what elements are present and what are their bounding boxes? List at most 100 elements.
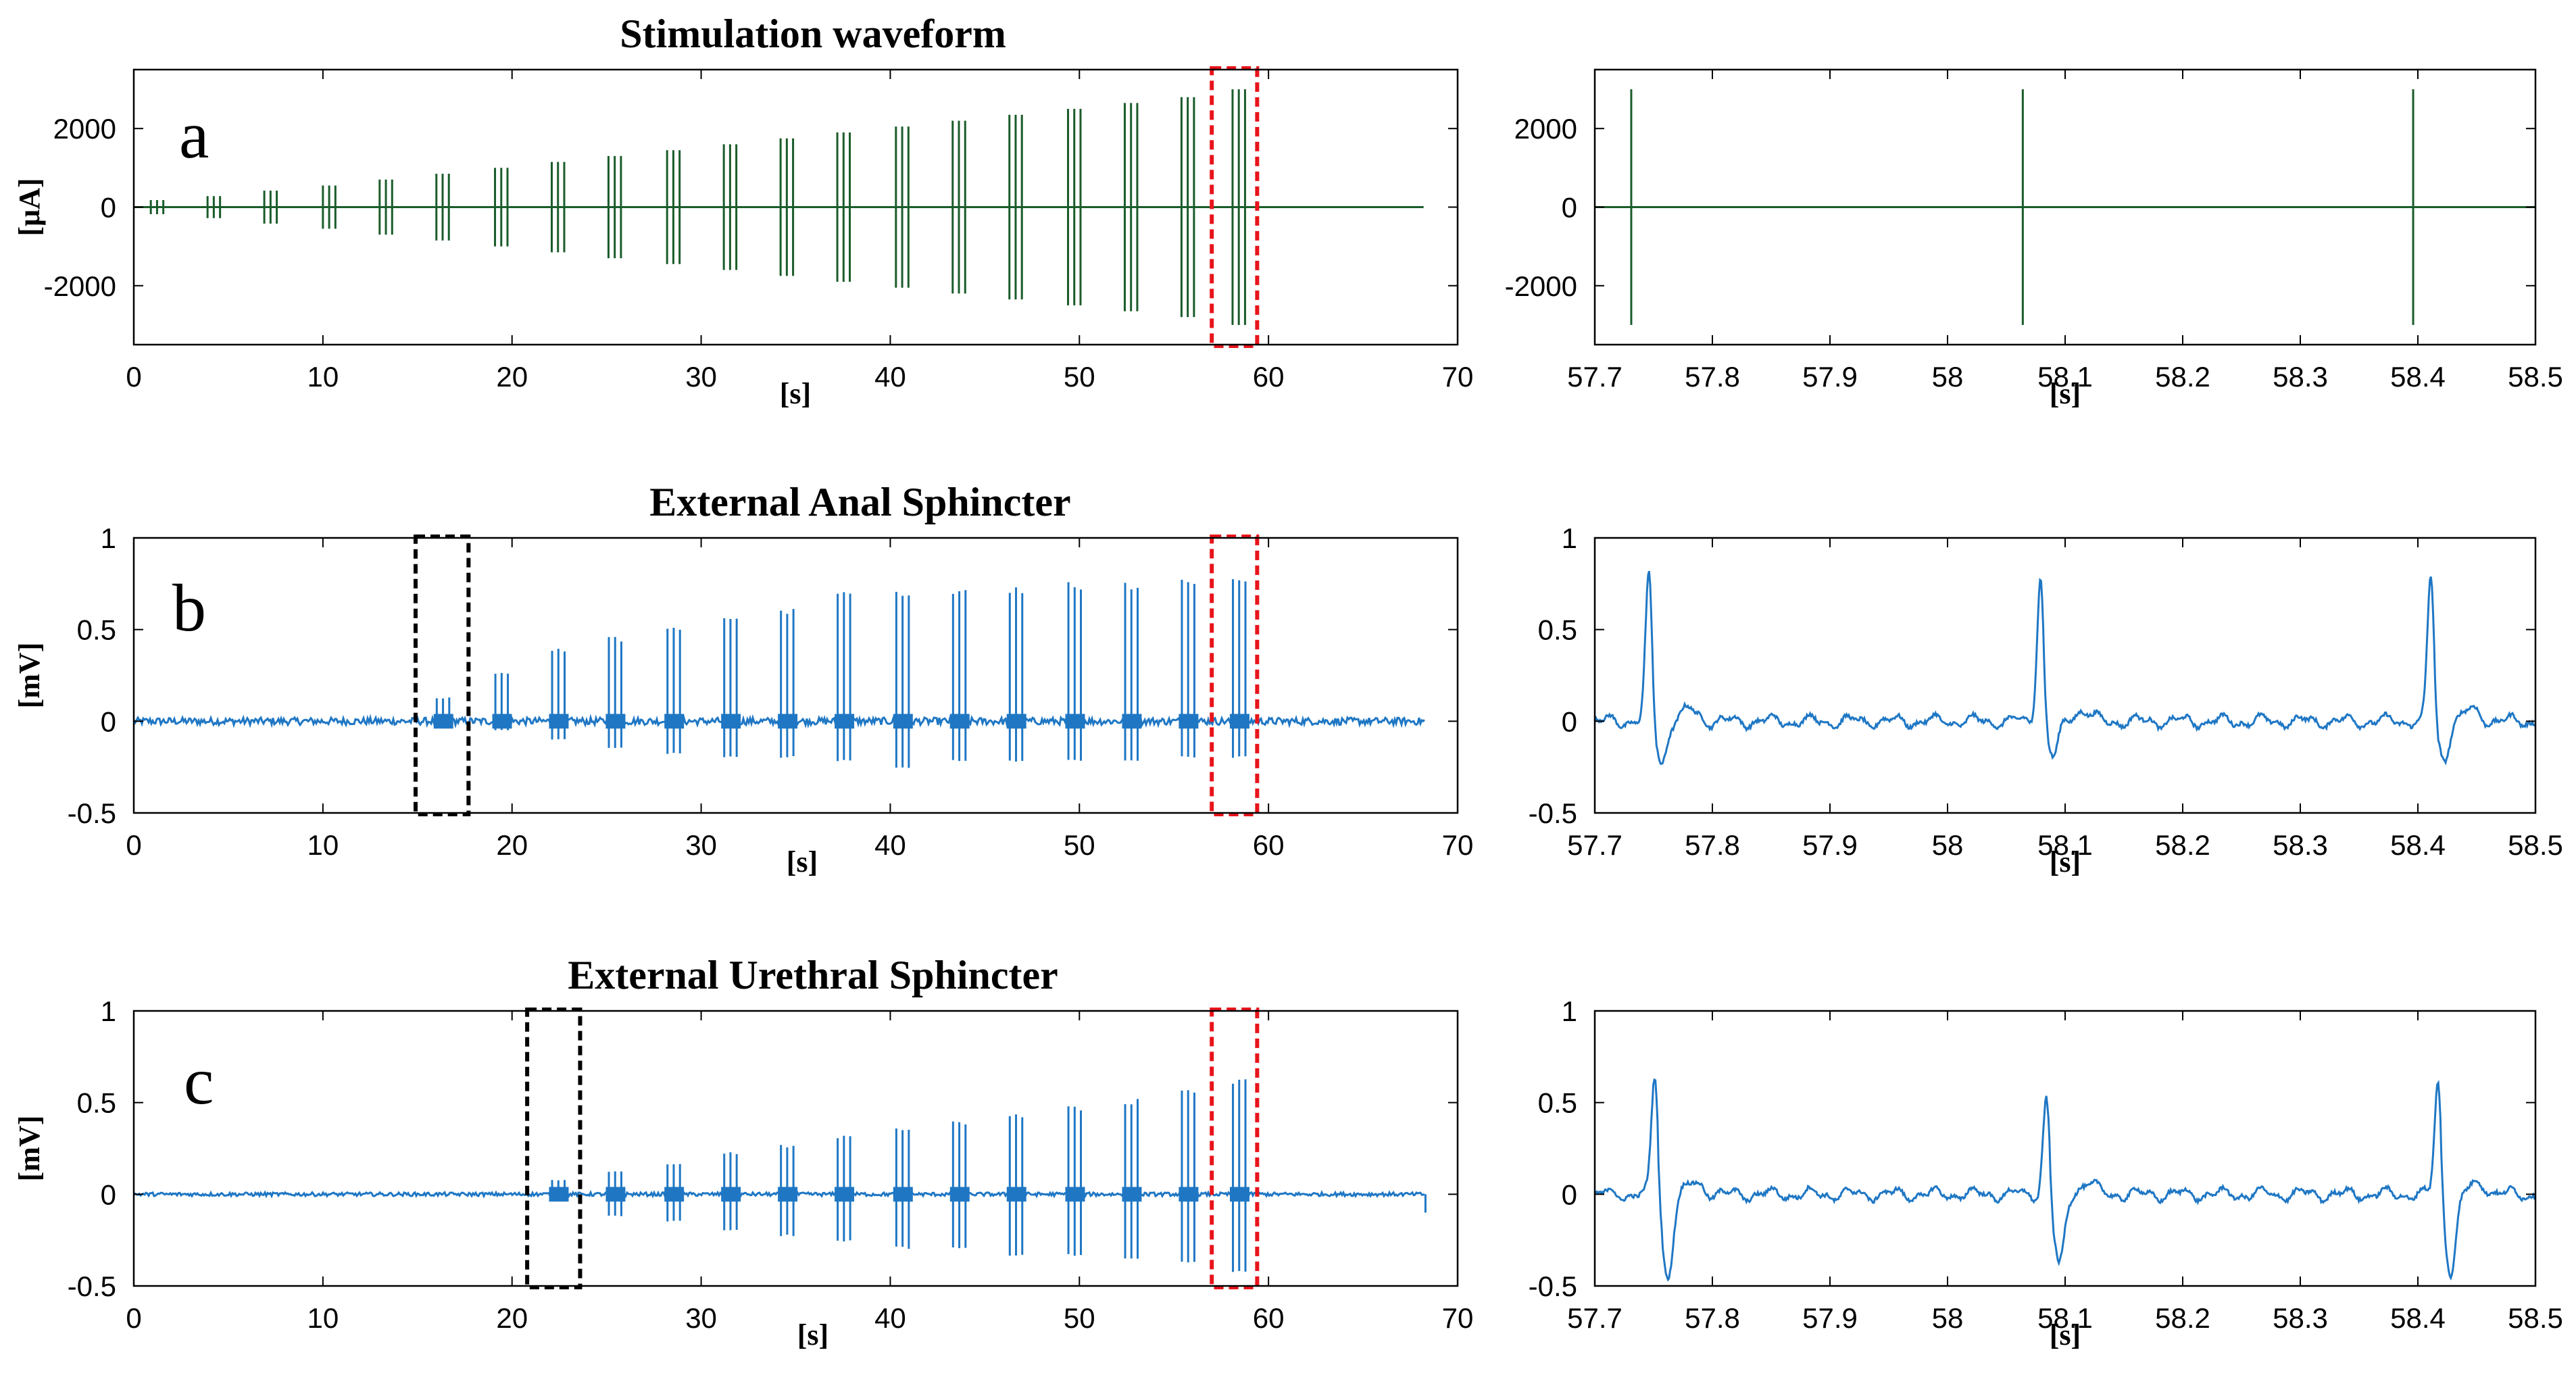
data-layer — [134, 89, 1424, 325]
emg-burst-noise — [1229, 1187, 1249, 1202]
x-tick-label: 58.4 — [2390, 361, 2446, 393]
x-tick-label: 70 — [1442, 829, 1474, 861]
x-tick-label: 58.4 — [2390, 829, 2446, 861]
y-tick-label: 0 — [1562, 1178, 1577, 1210]
y-tick-label: -0.5 — [68, 797, 116, 829]
x-axis-label: [s] — [797, 1318, 828, 1351]
emg-burst-noise — [605, 1187, 626, 1202]
y-tick-label: 1 — [101, 995, 116, 1027]
x-tick-label: 57.7 — [1567, 361, 1623, 393]
x-tick-label: 58.4 — [2390, 1302, 2446, 1334]
axes-frame — [132, 1010, 1459, 1287]
x-tick-label: 10 — [307, 829, 339, 861]
x-tick-label: 58 — [1932, 1302, 1964, 1334]
x-tick-label: 58.3 — [2273, 1302, 2328, 1334]
axes-frame — [1593, 537, 2537, 814]
emg-burst-noise — [664, 714, 685, 729]
x-tick-label: 58.5 — [2508, 361, 2563, 393]
x-tick-label: 70 — [1442, 1302, 1474, 1334]
highlight-box — [413, 535, 471, 816]
emg-burst-noise — [1122, 1187, 1142, 1202]
y-tick-label: -0.5 — [1529, 1270, 1577, 1302]
x-tick-label: 0 — [126, 829, 141, 861]
x-tick-label: 30 — [685, 829, 717, 861]
x-tick-label: 0 — [126, 1302, 141, 1334]
x-axis-label: [s] — [2050, 845, 2081, 878]
chart-title: Stimulation waveform — [620, 11, 1006, 56]
y-tick-label: 2000 — [53, 113, 116, 145]
x-tick-label: 20 — [496, 1302, 528, 1334]
emg-burst-noise — [1065, 1187, 1085, 1202]
x-tick-label: 30 — [685, 361, 717, 393]
x-tick-label: 30 — [685, 1302, 717, 1334]
chart-title: External Urethral Sphincter — [568, 953, 1058, 997]
axes-frame — [1593, 1010, 2537, 1287]
chart-title: External Anal Sphincter — [649, 480, 1070, 524]
x-axis-label: [s] — [780, 377, 811, 410]
panel-b: 0 10 20 30 40 50 60 70 1 0.5 0 -0.5 [s] [mV] External … — [13, 480, 1473, 878]
emg-burst-noise — [835, 714, 855, 729]
emg-burst-noise — [1006, 714, 1026, 729]
y-tick-label: 0 — [101, 192, 116, 224]
panel-letter: c — [184, 1043, 214, 1118]
data-layer — [134, 1079, 1427, 1272]
x-axis-label: [s] — [2050, 1318, 2081, 1351]
emg-zoom-trace — [1595, 570, 2535, 766]
emg-burst-noise — [664, 1187, 685, 1202]
x-tick-label: 58.2 — [2155, 1302, 2210, 1334]
data-layer — [1595, 1078, 2535, 1282]
emg-burst-noise — [721, 714, 741, 729]
y-tick-label: 1 — [101, 522, 116, 554]
x-tick-label: 50 — [1064, 361, 1095, 393]
y-tick-label: 1 — [1562, 522, 1577, 554]
y-tick-label: 0 — [1562, 705, 1577, 737]
panel-c: 0 10 20 30 40 50 60 70 1 0.5 0 -0.5 [s] [mV] External … — [13, 953, 1473, 1351]
emg-zoom-trace — [1595, 1078, 2535, 1282]
data-layer — [134, 579, 1425, 768]
x-tick-label: 58.1 — [2037, 1302, 2093, 1334]
panel-a-zoom: 57.7 57.8 57.9 58 58.1 58.2 58.3 58.4 58.5 2000 0 -… — [1505, 68, 2563, 410]
y-tick-label: 2000 — [1514, 113, 1577, 145]
x-tick-label: 57.9 — [1802, 1302, 1858, 1334]
emg-burst-noise — [605, 714, 626, 729]
x-tick-label: 58.2 — [2155, 361, 2210, 393]
highlight-box — [1210, 66, 1260, 348]
x-tick-label: 58 — [1932, 829, 1964, 861]
y-tick-label: 1 — [1562, 995, 1577, 1027]
x-axis-label: [s] — [2050, 377, 2081, 410]
panel-c-zoom: 57.7 57.8 57.9 58 58.1 58.2 58.3 58.4 58.5 1 0.5 0 -… — [1529, 995, 2563, 1351]
y-tick-label: -0.5 — [1529, 797, 1577, 829]
x-tick-label: 10 — [307, 1302, 339, 1334]
data-layer — [1595, 89, 2535, 325]
highlight-box — [1210, 1008, 1260, 1289]
x-tick-label: 50 — [1064, 1302, 1095, 1334]
y-axis-label: [μA] — [13, 178, 46, 236]
x-tick-label: 58.2 — [2155, 829, 2210, 861]
x-tick-label: 57.8 — [1685, 1302, 1740, 1334]
emg-burst-noise — [893, 714, 913, 729]
y-tick-label: 0.5 — [1538, 614, 1577, 646]
emg-burst-noise — [893, 1187, 913, 1202]
emg-burst-noise — [835, 1187, 855, 1202]
x-tick-label: 57.7 — [1567, 1302, 1623, 1334]
emg-burst-noise — [949, 714, 970, 729]
x-tick-label: 57.8 — [1685, 361, 1740, 393]
y-axis-label: [mV] — [13, 1116, 46, 1182]
x-tick-label: 57.9 — [1802, 361, 1858, 393]
emg-burst-noise — [1229, 714, 1249, 729]
y-tick-label: -0.5 — [68, 1270, 116, 1302]
y-tick-label: -2000 — [1505, 270, 1577, 302]
x-tick-label: 60 — [1253, 361, 1285, 393]
emg-burst-noise — [1065, 714, 1085, 729]
x-tick-label: 20 — [496, 361, 528, 393]
emg-burst-noise — [1122, 714, 1142, 729]
highlight-box — [525, 1008, 583, 1289]
y-axis-label: [mV] — [13, 643, 46, 709]
y-tick-label: 0.5 — [77, 614, 116, 646]
x-tick-label: 58.3 — [2273, 361, 2328, 393]
y-tick-label: 0 — [1562, 192, 1577, 224]
highlight-box — [1210, 535, 1260, 816]
x-tick-label: 60 — [1253, 829, 1285, 861]
x-tick-label: 0 — [126, 361, 141, 393]
